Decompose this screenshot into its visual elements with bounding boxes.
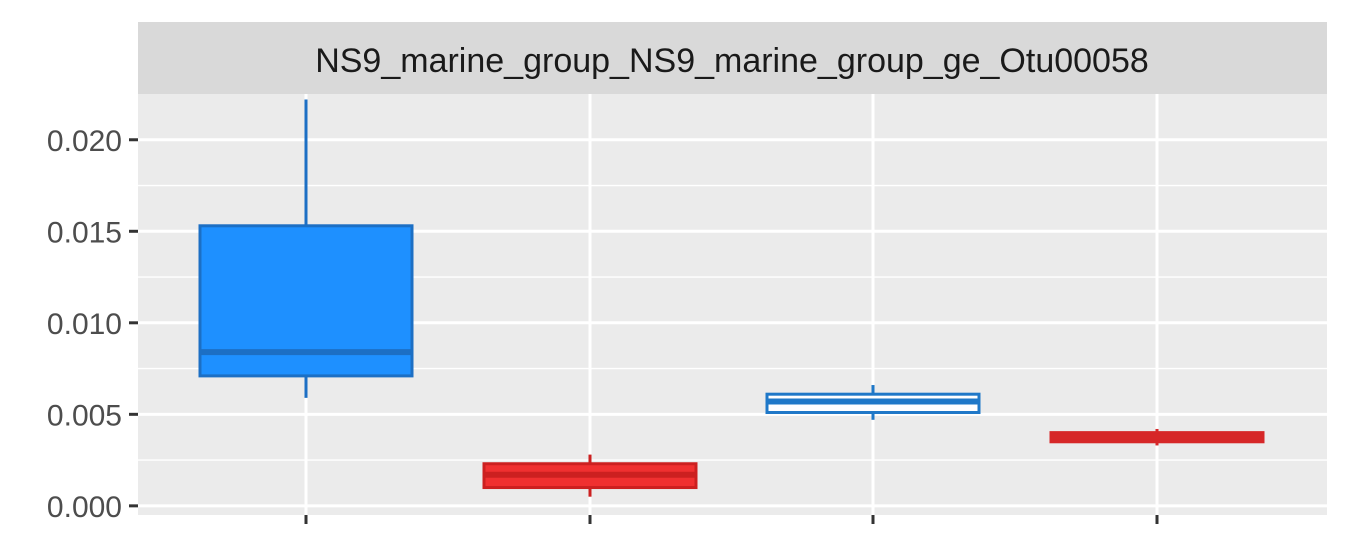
facet-strip [138,22,1327,94]
y-tick-label: 0.000 [47,491,122,524]
y-tick-label: 0.010 [47,308,122,341]
y-tick-label: 0.005 [47,399,122,432]
facet-title: NS9_marine_group_NS9_marine_group_ge_Otu… [315,42,1149,80]
axes: 0.000 0.005 0.010 0.015 0.020 [47,125,1159,524]
y-tick-label: 0.015 [47,216,122,249]
boxes [198,99,1265,497]
y-tick-label: 0.020 [47,125,122,158]
